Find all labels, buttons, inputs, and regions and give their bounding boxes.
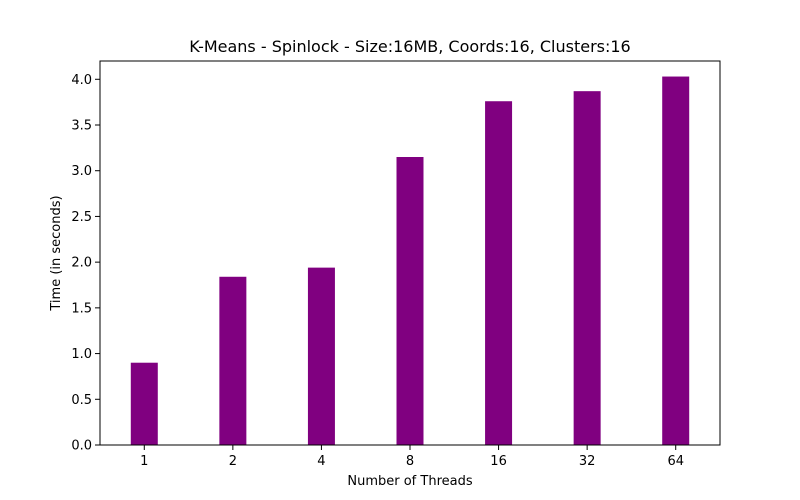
bar-16 [485, 101, 513, 445]
x-tick-label: 2 [229, 454, 237, 469]
x-tick-label: 8 [406, 454, 414, 469]
y-tick-label: 2.0 [71, 256, 92, 271]
x-axis-label: Number of Threads [347, 474, 472, 489]
y-axis-label: Time (in seconds) [49, 195, 64, 311]
y-tick-label: 0.0 [71, 439, 92, 454]
y-tick-label: 3.0 [71, 164, 92, 179]
y-tick-label: 1.0 [71, 347, 92, 362]
y-tick-label: 4.0 [71, 73, 92, 88]
y-tick-label: 0.5 [71, 393, 92, 408]
x-tick-label: 32 [579, 454, 596, 469]
bar-2 [219, 276, 247, 445]
y-tick-label: 1.5 [71, 301, 92, 316]
x-tick-label: 4 [317, 454, 325, 469]
bar-8 [396, 157, 424, 445]
x-tick-label: 16 [490, 454, 507, 469]
plot-area: 0.0 0.5 1.0 1.5 2.0 2.5 3.0 3.5 4.0 1 2 4 8 16 32 64 [71, 60, 721, 469]
bar-4 [307, 267, 335, 445]
bar-32 [573, 91, 601, 446]
x-tick-label: 1 [140, 454, 148, 469]
bar-1 [130, 362, 158, 445]
x-tick-label: 64 [667, 454, 684, 469]
bar-64 [662, 76, 690, 445]
y-tick-label: 2.5 [71, 210, 92, 225]
y-tick-label: 3.5 [71, 119, 92, 134]
chart-title: K-Means - Spinlock - Size:16MB, Coords:1… [189, 37, 630, 56]
